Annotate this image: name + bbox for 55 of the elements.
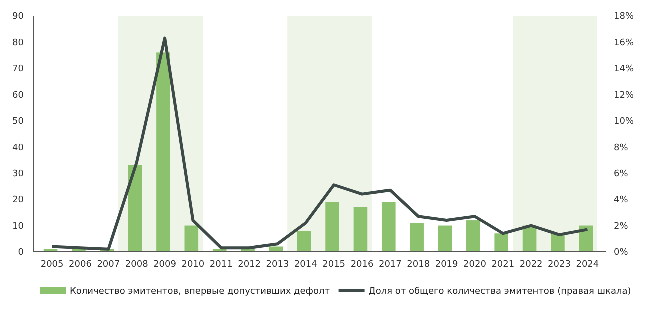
y-tick-label: 70: [12, 64, 24, 75]
y-tick-label: 10: [12, 222, 24, 232]
x-tick-label: 2012: [238, 260, 262, 270]
y2-tick-label: 14%: [614, 64, 634, 75]
x-tick-label: 2021: [492, 260, 515, 270]
bar: [579, 226, 594, 252]
y2-tick-label: 16%: [614, 38, 634, 48]
bar: [382, 202, 396, 252]
y-tick-label: 30: [12, 169, 24, 180]
y2-tick-label: 4%: [614, 196, 629, 206]
y-tick-label: 20: [12, 196, 24, 206]
bar: [438, 226, 452, 252]
bar: [354, 207, 368, 252]
legend-label: Доля от общего количества эмитентов (правая шкала): [368, 287, 632, 298]
y-tick-label: 0: [18, 248, 24, 258]
y2-tick-label: 6%: [614, 169, 629, 180]
y2-tick-label: 12%: [614, 90, 634, 101]
bar: [156, 52, 170, 252]
x-tick-label: 2016: [350, 260, 374, 270]
x-tick-label: 2019: [435, 260, 459, 270]
y-tick-label: 40: [12, 143, 24, 154]
bar: [326, 202, 340, 252]
x-tick-label: 2018: [407, 260, 430, 270]
bar: [466, 220, 480, 252]
y-tick-label: 80: [12, 38, 24, 48]
bar: [297, 231, 312, 252]
y2-tick-label: 2%: [614, 222, 629, 232]
x-tick-label: 2017: [378, 260, 402, 270]
x-tick-label: 2015: [322, 260, 346, 270]
x-tick-label: 2007: [97, 260, 120, 270]
y-tick-label: 90: [12, 12, 24, 22]
x-tick-label: 2005: [40, 260, 64, 270]
y2-tick-label: 18%: [614, 12, 634, 22]
x-tick-label: 2014: [294, 260, 318, 270]
y2-tick-label: 8%: [614, 143, 629, 154]
x-tick-label: 2006: [69, 260, 92, 270]
y2-tick-label: 10%: [614, 117, 634, 128]
y-tick-label: 50: [12, 117, 24, 128]
x-tick-label: 2020: [464, 260, 487, 270]
x-tick-label: 2023: [548, 260, 571, 270]
x-tick-label: 2011: [210, 260, 233, 270]
bar: [494, 234, 509, 252]
x-tick-label: 2008: [125, 260, 149, 270]
line-series: [50, 36, 590, 251]
bar: [184, 226, 199, 252]
x-tick-label: 2022: [520, 260, 543, 270]
y-tick-label: 60: [12, 90, 24, 101]
bar: [128, 165, 142, 252]
bar: [410, 223, 424, 252]
x-tick-label: 2009: [154, 260, 177, 270]
x-tick-label: 2010: [182, 260, 205, 270]
y2-tick-label: 0%: [614, 248, 629, 258]
x-tick-label: 2013: [266, 260, 290, 270]
legend-label: Количество эмитентов, впервые допустивших дефолт: [70, 287, 330, 298]
x-tick-label: 2024: [576, 260, 600, 270]
